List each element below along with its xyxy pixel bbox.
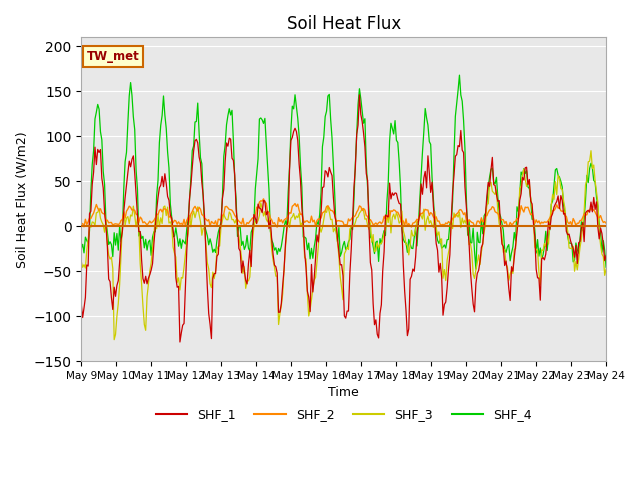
- SHF_2: [350, 214, 358, 220]
- SHF_3: [531, 244, 539, 250]
- SHF_3: [349, 224, 356, 229]
- SHF_4: [348, 223, 355, 228]
- X-axis label: Time: Time: [328, 386, 359, 399]
- Line: SHF_2: SHF_2: [81, 199, 606, 227]
- SHF_2: [112, 221, 120, 227]
- Line: SHF_1: SHF_1: [81, 95, 606, 342]
- SHF_3: [453, 212, 461, 217]
- SHF_1: [602, 252, 610, 258]
- SHF_3: [602, 266, 610, 272]
- SHF_1: [532, 266, 540, 272]
- SHF_1: [176, 339, 184, 345]
- SHF_2: [454, 210, 462, 216]
- SHF_2: [77, 221, 85, 227]
- SHF_4: [77, 245, 85, 251]
- SHF_2: [601, 219, 609, 225]
- SHF_1: [454, 143, 462, 148]
- SHF_4: [95, 106, 103, 112]
- SHF_1: [356, 92, 364, 98]
- Y-axis label: Soil Heat Flux (W/m2): Soil Heat Flux (W/m2): [15, 131, 28, 267]
- SHF_4: [602, 264, 610, 270]
- Text: TW_met: TW_met: [86, 50, 140, 63]
- SHF_1: [112, 293, 120, 299]
- SHF_1: [95, 150, 103, 156]
- SHF_3: [601, 273, 609, 278]
- SHF_4: [472, 266, 480, 272]
- SHF_3: [113, 313, 121, 319]
- SHF_4: [601, 248, 609, 253]
- SHF_2: [602, 220, 610, 226]
- SHF_1: [77, 301, 85, 307]
- SHF_3: [587, 148, 595, 154]
- SHF_2: [260, 196, 268, 202]
- SHF_4: [456, 72, 463, 78]
- SHF_4: [112, 242, 120, 248]
- SHF_2: [95, 208, 103, 214]
- SHF_1: [349, 217, 356, 223]
- SHF_1: [601, 258, 609, 264]
- SHF_2: [532, 217, 540, 223]
- SHF_4: [532, 250, 540, 256]
- SHF_4: [451, 114, 459, 120]
- Title: Soil Heat Flux: Soil Heat Flux: [287, 15, 401, 33]
- Legend: SHF_1, SHF_2, SHF_3, SHF_4: SHF_1, SHF_2, SHF_3, SHF_4: [151, 403, 536, 426]
- Line: SHF_3: SHF_3: [81, 151, 606, 340]
- SHF_3: [77, 259, 85, 264]
- Line: SHF_4: SHF_4: [81, 75, 606, 269]
- SHF_3: [95, 205, 103, 211]
- SHF_2: [273, 224, 281, 230]
- SHF_3: [110, 337, 118, 343]
